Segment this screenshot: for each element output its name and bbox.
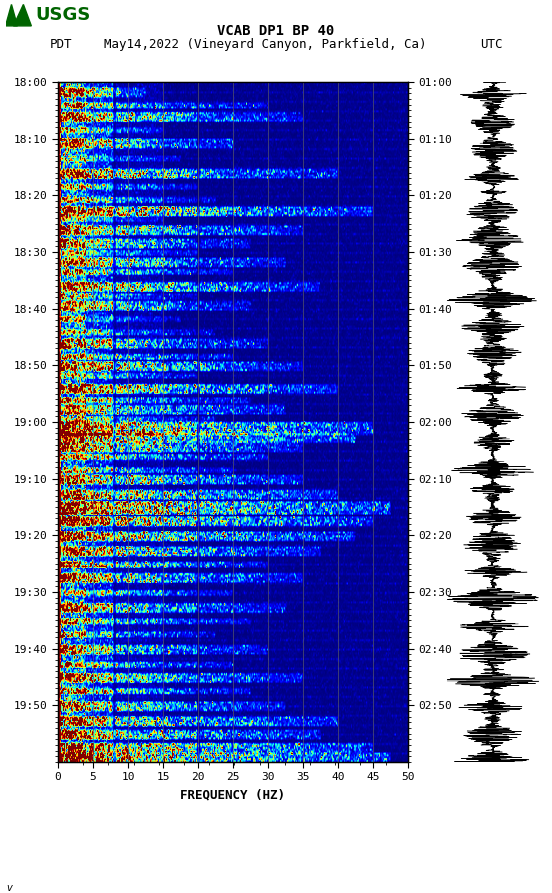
Polygon shape: [6, 4, 18, 26]
Text: PDT: PDT: [50, 38, 72, 51]
Text: USGS: USGS: [35, 6, 91, 24]
Text: VCAB DP1 BP 40: VCAB DP1 BP 40: [217, 24, 335, 38]
X-axis label: FREQUENCY (HZ): FREQUENCY (HZ): [181, 788, 285, 801]
Text: UTC: UTC: [480, 38, 503, 51]
Text: $\it{v}$: $\it{v}$: [6, 883, 13, 893]
Text: May14,2022 (Vineyard Canyon, Parkfield, Ca): May14,2022 (Vineyard Canyon, Parkfield, …: [104, 38, 426, 51]
Polygon shape: [13, 4, 31, 26]
